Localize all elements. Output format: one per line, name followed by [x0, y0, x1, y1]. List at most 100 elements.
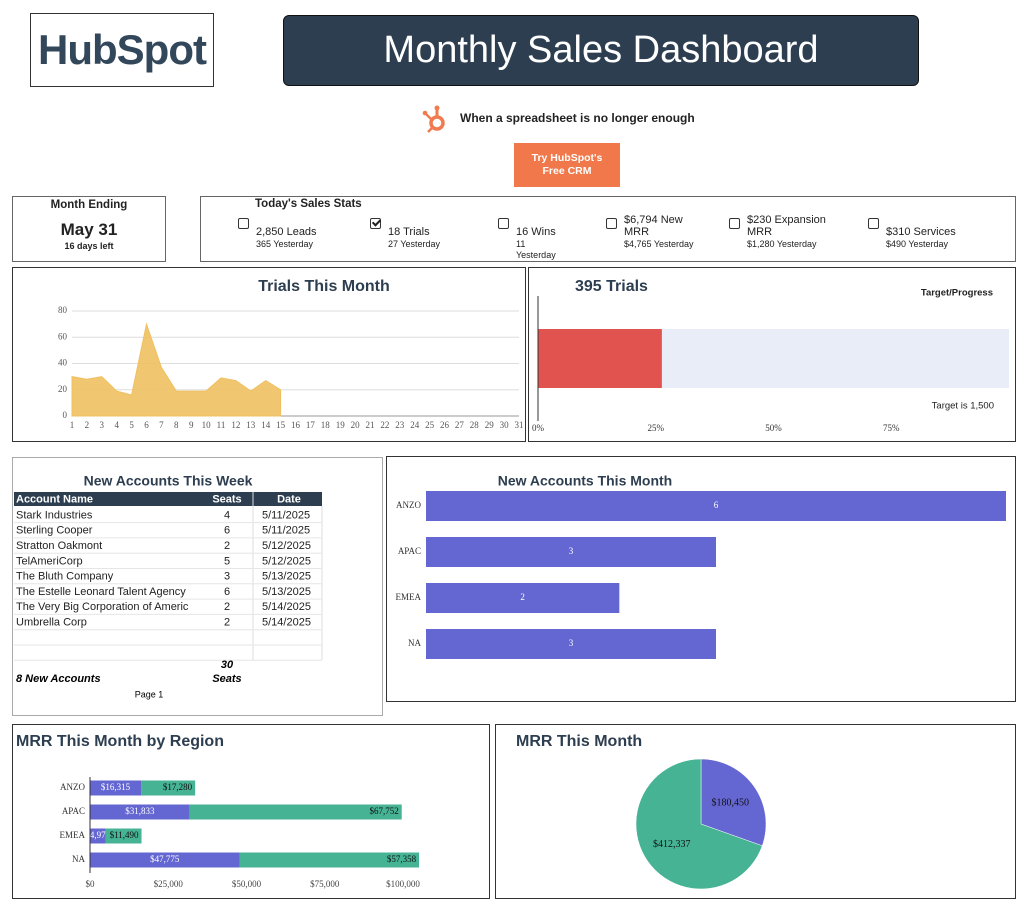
- x-tick-label: 27: [455, 420, 465, 430]
- progress-bar: [538, 329, 662, 388]
- x-tick-label: 10: [202, 420, 212, 430]
- stat-label-box: $6,794 New MRR: [624, 209, 702, 238]
- table-cell: 5: [224, 555, 230, 567]
- bar: [426, 629, 716, 659]
- category-label: EMEA: [60, 830, 86, 840]
- data-label: $67,752: [369, 806, 398, 816]
- chart-title: MRR This Month: [516, 733, 642, 750]
- x-tick-label: 25%: [648, 423, 665, 433]
- checkbox: [606, 218, 617, 229]
- button-line[interactable]: Free CRM: [542, 165, 592, 177]
- panel: New Accounts This Month ANZO 6 APAC 3 EMEA 2 NA…: [386, 456, 1016, 702]
- data-label: 3: [569, 638, 574, 648]
- x-tick-label: $0: [86, 879, 96, 889]
- panel: 395 Trials Target/Progress Target is 1,500…: [528, 267, 1016, 442]
- x-tick-label: 29: [485, 420, 495, 430]
- data-label: $31,833: [125, 806, 155, 816]
- x-tick-label: 5: [129, 420, 134, 430]
- stat-label-box: 2,850 Leads: [256, 209, 366, 238]
- panel: New Accounts This Week Account Name Seats D…: [12, 457, 383, 716]
- stat-sub: 365 Yesterday: [256, 239, 314, 249]
- bar: [426, 537, 716, 567]
- data-label: $57,358: [387, 854, 417, 864]
- table-cell: 3: [224, 571, 230, 583]
- table-cell: 5/11/2025: [262, 509, 310, 521]
- logo: HubSpot: [38, 26, 207, 73]
- data-label: $412,337: [653, 839, 691, 850]
- bar: [426, 583, 620, 613]
- month-box: Month Ending May 31 16 days left: [12, 196, 166, 262]
- stat-item: $6,794 New MRR $4,765 Yesterday: [624, 209, 702, 250]
- category-label: NA: [72, 854, 85, 864]
- category-label: NA: [408, 638, 421, 648]
- data-label: $11,490: [110, 830, 139, 840]
- data-label: 2: [520, 592, 525, 602]
- checkbox: [238, 218, 249, 229]
- checkbox: [370, 218, 381, 229]
- stat-item: 2,850 Leads 365 Yesterday: [256, 209, 366, 250]
- annotation: Target is 1,500: [932, 401, 994, 412]
- crm-button[interactable]: Try HubSpot's Free CRM: [514, 143, 620, 187]
- x-tick-label: 4: [114, 420, 119, 430]
- stat-label: 2,850 Leads: [256, 226, 317, 238]
- table-cell: 5/12/2025: [262, 555, 311, 567]
- x-tick-label: 12: [231, 420, 240, 430]
- chart-title: 395 Trials: [575, 278, 648, 295]
- pie-slice: [635, 758, 763, 890]
- table-cell: The Estelle Leonard Talent Agency: [16, 586, 186, 598]
- x-tick-label: 16: [291, 420, 301, 430]
- table-header: [14, 492, 322, 506]
- stat-label: 16 Wins: [516, 226, 556, 238]
- title-box: Monthly Sales Dashboard: [283, 15, 919, 86]
- stats-title: Today's Sales Stats: [255, 198, 362, 210]
- column-header: Seats: [212, 493, 241, 505]
- month-label: Month Ending: [50, 199, 128, 211]
- stat-label-box: 16 Wins: [516, 209, 561, 238]
- stat-label: 18 Trials: [388, 226, 430, 238]
- x-tick-label: 0%: [532, 423, 545, 433]
- x-tick-label: 9: [189, 420, 194, 430]
- table-title: New Accounts This Week: [84, 473, 253, 489]
- x-tick-label: 23: [395, 420, 405, 430]
- button-line[interactable]: Try HubSpot's: [531, 152, 603, 164]
- bar-segment: [189, 804, 402, 820]
- month-date: May 31: [60, 220, 118, 239]
- chart-subtitle: Target/Progress: [921, 288, 993, 299]
- area: [71, 322, 282, 417]
- x-tick-label: $75,000: [310, 879, 340, 889]
- x-tick-label: 6: [144, 420, 149, 430]
- x-tick-label: 22: [380, 420, 389, 430]
- stat-sub: $4,765 Yesterday: [624, 239, 694, 249]
- x-tick-label: $25,000: [154, 879, 184, 889]
- x-tick-label: 20: [351, 420, 361, 430]
- panel: Trials This Month 0 20 40 60 80 1 2 3 4 5 6 7 8 9 10 11 1…: [12, 267, 526, 442]
- data-label: $47,775: [150, 854, 180, 864]
- page-number: Page 1: [135, 689, 164, 699]
- x-tick-label: 17: [306, 420, 316, 430]
- table-cell: 2: [224, 601, 230, 613]
- table-cell: Umbrella Corp: [16, 617, 87, 629]
- table-cell: 5/14/2025: [262, 617, 311, 629]
- stat-item: $230 Expansion MRR $1,280 Yesterday: [747, 209, 842, 250]
- chart-title: New Accounts This Month: [498, 473, 672, 489]
- x-tick-label: 18: [321, 420, 331, 430]
- table-cell: 5/13/2025: [262, 586, 311, 598]
- category-label: EMEA: [396, 592, 422, 602]
- x-tick-label: 26: [440, 420, 450, 430]
- data-label: $16,315: [101, 782, 131, 792]
- table-cell: 5/13/2025: [262, 571, 311, 583]
- footer-seats: 30: [221, 659, 234, 671]
- panel: MRR This Month $180,450 $412,337: [495, 724, 1016, 899]
- x-tick-label: 1: [70, 420, 75, 430]
- chart: New Accounts This Month ANZO 6 APAC 3 EMEA 2 NA…: [396, 473, 1006, 659]
- panel: MRR This Month by Region $0 $25,000 $50,000…: [12, 724, 490, 899]
- bar-segment: [90, 852, 240, 868]
- table-cell: Sterling Cooper: [16, 525, 93, 537]
- table-cell: 2: [224, 540, 230, 552]
- x-tick-label: 28: [470, 420, 480, 430]
- x-tick-label: 50%: [765, 423, 782, 433]
- x-tick-label: 19: [336, 420, 346, 430]
- checkbox: [729, 218, 740, 229]
